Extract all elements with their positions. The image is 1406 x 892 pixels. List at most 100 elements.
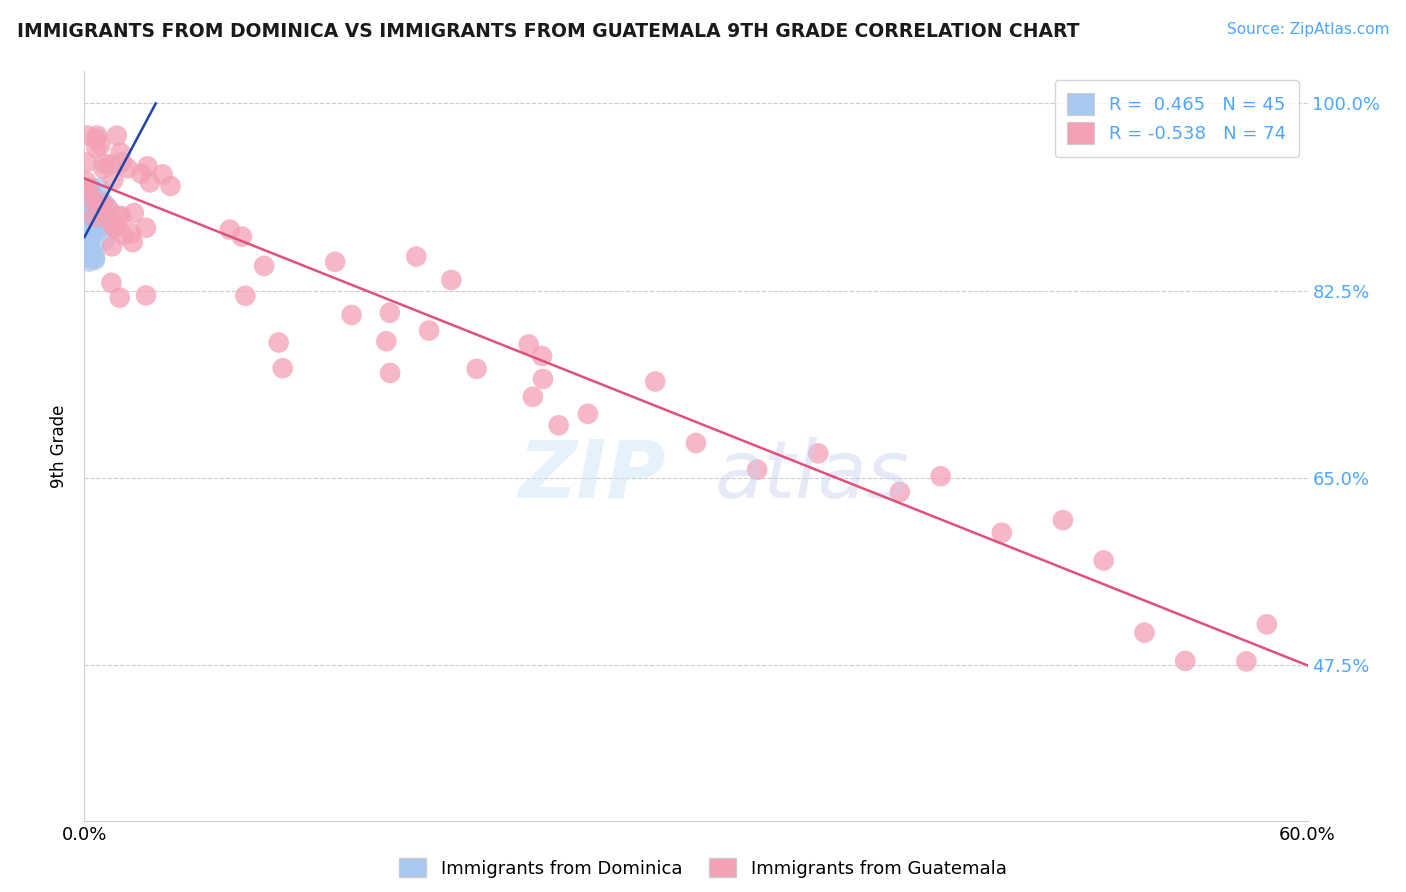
Point [73, 244, 96, 259]
Point [93, 217, 115, 231]
Point [80, 180, 103, 194]
Point [77, 230, 100, 244]
Text: ZIP: ZIP [519, 437, 665, 515]
Point [84, 191, 107, 205]
Point [83, 213, 105, 227]
Point [76, 202, 98, 216]
Legend: R =  0.465   N = 45, R = -0.538   N = 74: R = 0.465 N = 45, R = -0.538 N = 74 [1054, 80, 1299, 157]
Point [86, 197, 108, 211]
Point [111, 155, 134, 169]
Point [531, 372, 554, 386]
Point [105, 128, 128, 143]
Point [101, 239, 124, 253]
Point [152, 168, 174, 182]
Text: Source: ZipAtlas.com: Source: ZipAtlas.com [1226, 22, 1389, 37]
Point [75, 175, 97, 189]
Point [1052, 513, 1074, 527]
Point [271, 361, 294, 376]
Point [129, 167, 152, 181]
Point [75, 221, 97, 235]
Point [96, 200, 118, 214]
Point [87, 181, 110, 195]
Point [77, 205, 100, 219]
Point [80, 245, 103, 260]
Point [86, 223, 108, 237]
Point [547, 418, 569, 433]
Point [405, 250, 427, 264]
Point [108, 291, 131, 305]
Point [94, 216, 117, 230]
Point [80, 208, 103, 222]
Point [82, 187, 104, 202]
Point [89, 138, 111, 153]
Point [100, 276, 122, 290]
Point [87, 204, 110, 219]
Point [73, 205, 96, 219]
Point [253, 259, 276, 273]
Point [231, 229, 253, 244]
Point [340, 308, 363, 322]
Text: atlas: atlas [714, 437, 910, 515]
Point [80, 224, 103, 238]
Point [86, 211, 108, 225]
Point [84, 141, 107, 155]
Point [235, 289, 257, 303]
Point [84, 131, 107, 145]
Point [77, 233, 100, 247]
Point [323, 255, 346, 269]
Point [991, 525, 1014, 540]
Point [531, 349, 554, 363]
Point [79, 248, 101, 262]
Point [91, 196, 114, 211]
Point [76, 251, 98, 265]
Point [82, 208, 104, 222]
Point [465, 361, 488, 376]
Point [80, 231, 103, 245]
Point [110, 145, 132, 160]
Point [107, 210, 129, 224]
Point [79, 232, 101, 246]
Point [77, 211, 100, 226]
Point [112, 227, 135, 242]
Point [747, 463, 769, 477]
Point [135, 220, 157, 235]
Point [75, 155, 97, 169]
Point [807, 446, 830, 460]
Point [83, 207, 105, 221]
Point [889, 485, 911, 500]
Legend: Immigrants from Dominica, Immigrants from Guatemala: Immigrants from Dominica, Immigrants fro… [392, 851, 1014, 885]
Point [1174, 654, 1197, 668]
Point [576, 407, 599, 421]
Point [86, 128, 108, 143]
Point [103, 220, 125, 235]
Point [103, 173, 125, 187]
Point [135, 288, 157, 302]
Point [83, 220, 105, 235]
Point [120, 227, 142, 241]
Point [76, 233, 98, 247]
Point [84, 218, 107, 232]
Point [440, 273, 463, 287]
Point [77, 254, 100, 268]
Point [375, 334, 398, 349]
Point [517, 337, 540, 351]
Point [77, 183, 100, 197]
Point [82, 219, 104, 233]
Point [103, 220, 125, 235]
Point [218, 222, 240, 236]
Point [378, 306, 401, 320]
Point [522, 390, 544, 404]
Point [93, 156, 115, 170]
Point [267, 335, 290, 350]
Point [117, 161, 139, 176]
Point [75, 240, 97, 254]
Point [1256, 617, 1278, 632]
Point [84, 252, 107, 267]
Point [110, 209, 132, 223]
Point [93, 161, 115, 176]
Point [76, 128, 98, 143]
Point [97, 202, 120, 216]
Point [80, 190, 103, 204]
Point [121, 235, 143, 249]
Point [79, 219, 101, 234]
